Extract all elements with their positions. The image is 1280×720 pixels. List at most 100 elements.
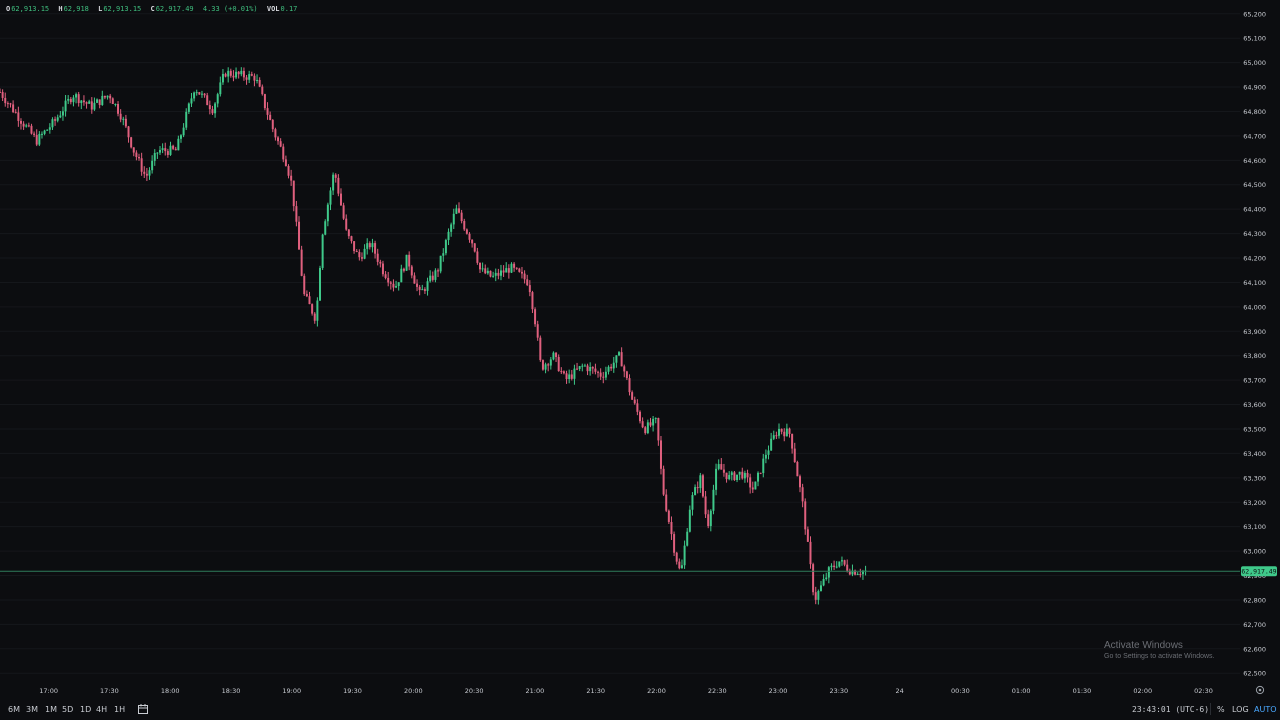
candle-down [631, 392, 634, 400]
candle-up [321, 234, 324, 268]
candle-up [444, 240, 447, 254]
price-tick-label: 64,500 [1243, 181, 1266, 189]
candle-up [442, 253, 445, 256]
candle-up [568, 374, 571, 380]
candle-up [75, 94, 78, 98]
timeframe-6m-button[interactable]: 6M [8, 705, 20, 714]
candle-up [151, 160, 154, 171]
candle-down [471, 239, 474, 244]
auto-scale-toggle[interactable]: AUTO [1254, 705, 1277, 714]
close-value: 62,917.49 [155, 5, 194, 13]
candle-down [701, 475, 704, 497]
candle-down [751, 487, 754, 490]
candle-down [725, 472, 728, 480]
timeframe-1h-button[interactable]: 1H [114, 705, 126, 714]
candle-down [35, 134, 38, 145]
candle-down [295, 206, 298, 222]
candle-up [256, 79, 259, 81]
candle-up [604, 371, 607, 378]
log-scale-toggle[interactable]: LOG [1232, 705, 1249, 714]
candle-down [232, 75, 235, 78]
candle-down [339, 193, 342, 206]
candle-down [641, 421, 644, 428]
clock-readout[interactable]: 23:43:01 (UTC-6) [1132, 705, 1210, 714]
candle-down [27, 125, 30, 127]
candle-down [859, 574, 862, 576]
candle-up [235, 71, 238, 78]
price-tick-label: 63,300 [1243, 474, 1266, 482]
candle-down [392, 283, 395, 288]
candle-up [743, 472, 746, 479]
candle-up [827, 567, 830, 578]
candle-down [350, 236, 353, 242]
candle-down [269, 114, 272, 120]
timeframe-1d-button[interactable]: 1D [80, 705, 92, 714]
timeframe-3m-button[interactable]: 3M [26, 705, 38, 714]
timeframe-4h-button[interactable]: 4H [96, 705, 108, 714]
candle-up [248, 74, 251, 80]
candle-up [61, 111, 64, 116]
candle-down [271, 119, 274, 130]
open-value: 62,913.15 [11, 5, 50, 13]
candle-up [762, 458, 765, 474]
candle-down [410, 266, 413, 276]
candle-up [549, 359, 552, 366]
candle-down [17, 112, 20, 121]
candle-down [287, 166, 290, 176]
price-tick-label: 63,000 [1243, 548, 1266, 556]
candle-down [263, 94, 266, 109]
candle-up [363, 248, 366, 259]
candle-up [856, 574, 859, 576]
candle-down [798, 476, 801, 488]
candle-down [854, 570, 857, 575]
candle-down [313, 313, 316, 321]
candle-up [581, 365, 584, 367]
candle-up [195, 92, 198, 94]
candle-up [190, 98, 193, 104]
time-tick-label: 21:30 [586, 687, 605, 695]
gear-icon[interactable] [1255, 685, 1265, 695]
candle-down [298, 221, 301, 250]
candle-down [117, 104, 120, 114]
price-tick-label: 63,200 [1243, 499, 1266, 507]
candle-down [846, 564, 849, 571]
time-axis[interactable]: 17:00 17:30 18:00 18:30 19:00 19:30 20:00 20:30… [39, 687, 1213, 695]
calendar-range-icon[interactable] [137, 703, 149, 715]
price-tick-label: 63,800 [1243, 352, 1266, 360]
candle-down [9, 103, 12, 105]
candle-down [250, 74, 253, 76]
candle-down [103, 95, 106, 98]
candle-down [644, 427, 647, 434]
candle-down [303, 275, 306, 295]
candle-down [586, 365, 589, 372]
candle-down [678, 561, 681, 569]
candle-up [439, 255, 442, 272]
percent-scale-toggle[interactable]: % [1217, 705, 1225, 714]
candle-up [153, 153, 156, 161]
time-tick-label: 01:00 [1012, 687, 1031, 695]
candle-up [544, 364, 547, 370]
timeframe-1m-button[interactable]: 1M [45, 705, 57, 714]
candle-down [402, 268, 405, 271]
candle-up [492, 275, 495, 277]
volume-value: 0.17 [280, 5, 298, 13]
candle-down [82, 100, 85, 103]
candle-up [429, 275, 432, 282]
candle-down [809, 541, 812, 565]
timeframe-5d-button[interactable]: 5D [62, 705, 74, 714]
candle-down [124, 118, 127, 127]
candle-down [555, 352, 558, 357]
candle-up [221, 73, 224, 83]
candle-down [733, 472, 736, 481]
candle-up [397, 282, 400, 287]
candle-up [122, 118, 125, 120]
price-axis[interactable]: 65,200 65,100 65,000 64,900 64,800 64,700 64,6… [1243, 10, 1266, 677]
candle-down [507, 268, 510, 273]
candle-up [64, 100, 67, 112]
time-tick-label: 19:30 [343, 687, 362, 695]
candle-down [720, 464, 723, 470]
candle-down [625, 371, 628, 379]
candle-up [214, 103, 217, 114]
candle-down [130, 137, 133, 148]
